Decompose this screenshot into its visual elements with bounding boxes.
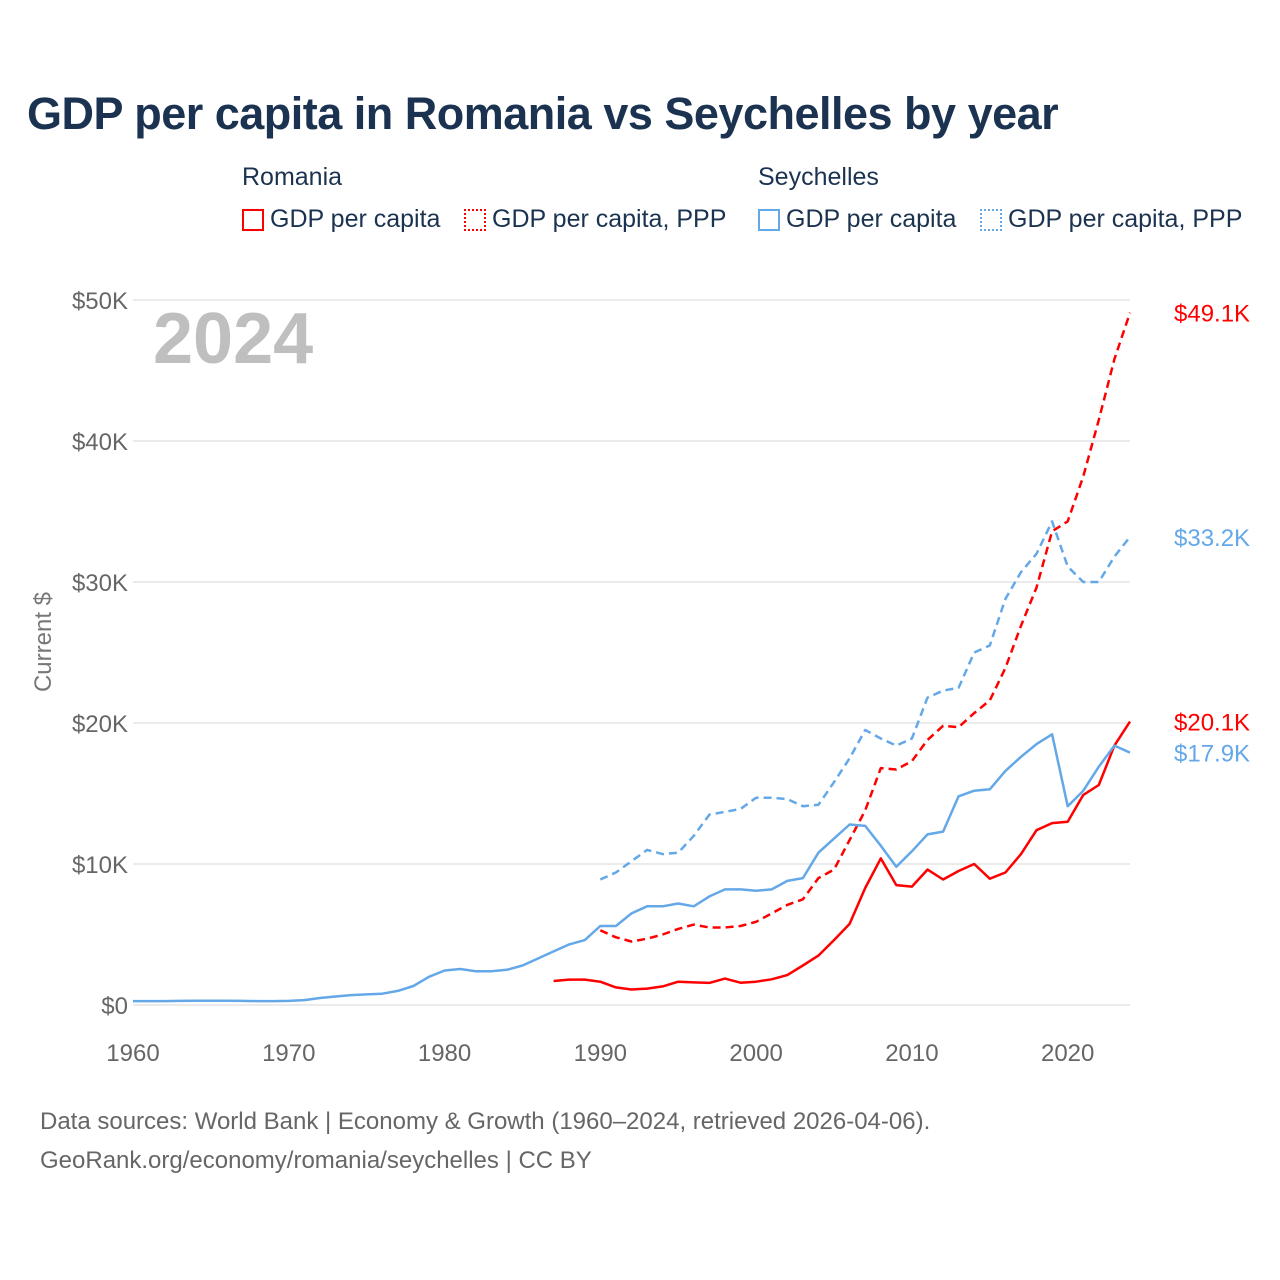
- series-line: [133, 733, 1131, 1003]
- legend-group-romania: Romania: [242, 163, 343, 191]
- y-tick-label: $40K: [72, 429, 128, 456]
- legend-seychelles-ppp[interactable]: GDP per capita, PPP: [980, 205, 1242, 234]
- y-tick-label: $50K: [72, 288, 128, 315]
- end-value-label: $17.9K: [1174, 741, 1250, 768]
- x-tick-label: 2020: [1041, 1040, 1094, 1067]
- end-value-label: $33.2K: [1174, 525, 1250, 552]
- legend-label: GDP per capita: [270, 205, 441, 233]
- end-value-label: $49.1K: [1174, 301, 1250, 328]
- legend-romania-ppp[interactable]: GDP per capita, PPP: [464, 205, 726, 234]
- footer-sources: Data sources: World Bank | Economy & Gro…: [40, 1108, 931, 1135]
- y-tick-label: $0: [101, 993, 128, 1020]
- series-line: [599, 312, 1132, 943]
- year-label: 2024: [153, 299, 313, 379]
- series-line: [553, 720, 1132, 991]
- legend-group-seychelles: Seychelles: [758, 163, 879, 191]
- chart-title: GDP per capita in Romania vs Seychelles …: [27, 88, 1059, 139]
- end-value-label: $20.1K: [1174, 710, 1250, 737]
- y-axis-label: Current $: [30, 592, 57, 692]
- legend-swatch: [464, 208, 486, 231]
- legend-swatch: [242, 208, 264, 231]
- legend-label: GDP per capita: [786, 205, 957, 233]
- romania-flag-icon: [1140, 298, 1170, 328]
- y-tick-label: $20K: [72, 711, 128, 738]
- legend-romania-gdp[interactable]: GDP per capita: [242, 205, 440, 234]
- x-tick-label: 2000: [729, 1040, 782, 1067]
- x-tick-label: 1990: [574, 1040, 627, 1067]
- romania-flag-icon: [1140, 707, 1170, 737]
- x-tick-label: 1970: [262, 1040, 315, 1067]
- legend-label: GDP per capita, PPP: [492, 205, 727, 233]
- legend-label: GDP per capita, PPP: [1008, 205, 1243, 233]
- legend-swatch: [758, 208, 780, 231]
- legend-seychelles-gdp[interactable]: GDP per capita: [758, 205, 956, 234]
- y-tick-label: $30K: [72, 570, 128, 597]
- x-tick-label: 1960: [106, 1040, 159, 1067]
- y-tick-label: $10K: [72, 852, 128, 879]
- legend-swatch: [980, 208, 1002, 231]
- footer-link[interactable]: GeoRank.org/economy/romania/seychelles |…: [40, 1147, 592, 1174]
- x-tick-label: 2010: [885, 1040, 938, 1067]
- x-tick-label: 1980: [418, 1040, 471, 1067]
- seychelles-flag-icon: [1095, 509, 1185, 552]
- series-line: [599, 520, 1131, 881]
